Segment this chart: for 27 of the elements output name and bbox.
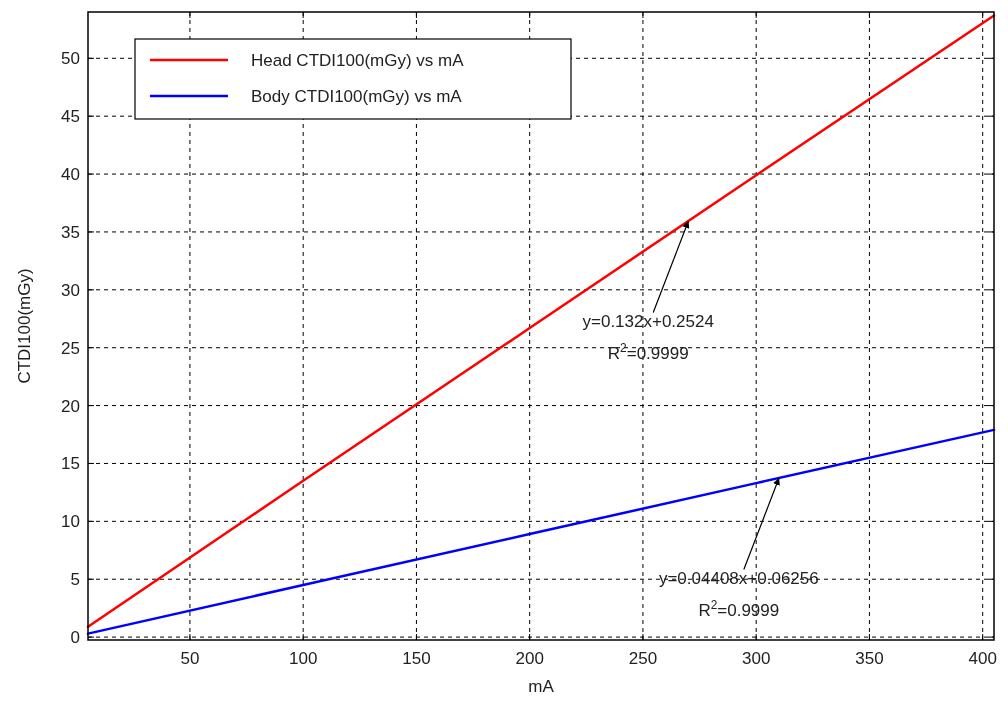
x-tick-label: 350: [855, 649, 884, 668]
x-tick-label: 50: [180, 649, 200, 668]
y-tick-label: 15: [61, 454, 80, 474]
annotation: y=0.04408x+0.06256 R$^{2}$=0.9999: [658, 568, 819, 620]
x-tick-label: 150: [402, 649, 431, 668]
y-tick-label: 10: [61, 512, 80, 532]
y-tick-label: 50: [61, 49, 80, 69]
y-tick-label: 30: [61, 280, 80, 300]
y-tick-label: 40: [61, 165, 80, 185]
annotation: y=0.132x+0.2524 R$^{2}$=0.9999: [582, 311, 714, 363]
y-axis-title: CTDI100(mGy): [15, 268, 34, 384]
x-tick-label: 100: [288, 649, 318, 668]
x-tick-label: 400: [968, 649, 997, 668]
x-tick-label: 250: [628, 649, 658, 668]
line-series: [86, 14, 996, 628]
x-axis-title: mA: [528, 677, 555, 696]
x-tick-label: 200: [515, 649, 544, 668]
y-tick-label: 5: [70, 570, 80, 590]
y-tick-label: 20: [61, 396, 80, 416]
y-tick-label: 25: [61, 338, 80, 358]
y-tick-label: 0: [70, 628, 80, 648]
legend-label: Head CTDI100(mGy) vs mA: [251, 50, 465, 70]
x-tick-label: 300: [741, 649, 771, 668]
y-tick-label: 45: [61, 107, 80, 127]
legend-label: Body CTDI100(mGy) vs mA: [251, 86, 463, 106]
line-series: [86, 428, 996, 635]
y-tick-label: 35: [61, 222, 80, 242]
